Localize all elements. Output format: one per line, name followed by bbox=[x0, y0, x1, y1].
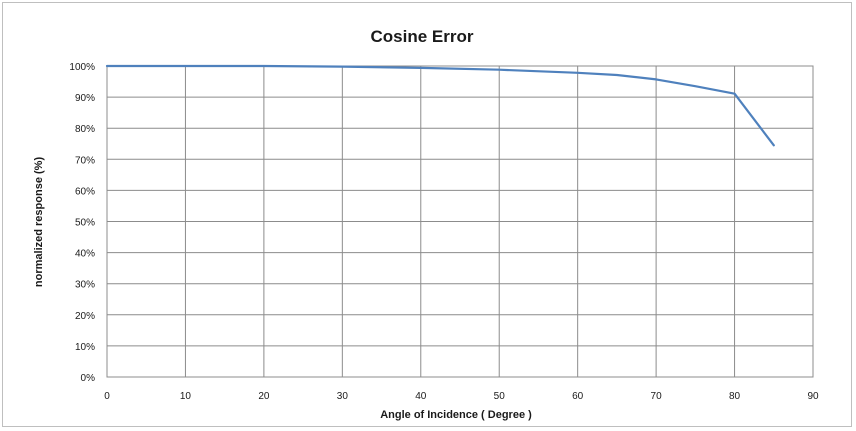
series-line bbox=[105, 64, 775, 147]
y-tick-label: 0% bbox=[81, 373, 96, 384]
y-tick-label: 20% bbox=[75, 311, 95, 322]
x-tick-label: 20 bbox=[258, 391, 270, 402]
x-axis-label: Angle of Incidence ( Degree ) bbox=[380, 409, 532, 421]
x-tick-label: 60 bbox=[572, 391, 584, 402]
x-tick-label: 50 bbox=[494, 391, 506, 402]
y-tick-label: 100% bbox=[69, 62, 95, 73]
y-tick-label: 10% bbox=[75, 342, 95, 353]
y-tick-labels: 0% 10% 20% 30% 40% 50% 60% 70% 80% 90% 100% bbox=[69, 62, 95, 384]
plot-area-border bbox=[106, 65, 814, 378]
y-tick-label: 80% bbox=[75, 124, 95, 135]
y-tick-label: 60% bbox=[75, 186, 95, 197]
series-layer bbox=[105, 64, 775, 147]
x-tick-label: 40 bbox=[415, 391, 427, 402]
y-tick-label: 90% bbox=[75, 93, 95, 104]
x-tick-label: 90 bbox=[807, 391, 819, 402]
y-tick-label: 70% bbox=[75, 155, 95, 166]
x-tick-label: 80 bbox=[729, 391, 741, 402]
x-tick-labels: 0 10 20 30 40 50 60 70 80 90 bbox=[104, 391, 819, 402]
chart-title: Cosine Error bbox=[371, 27, 474, 46]
x-tick-label: 70 bbox=[651, 391, 663, 402]
y-axis-label: normalized response (%) bbox=[33, 157, 45, 288]
x-tick-label: 30 bbox=[337, 391, 349, 402]
x-tick-label: 10 bbox=[180, 391, 192, 402]
y-tick-label: 40% bbox=[75, 249, 95, 260]
x-tick-label: 0 bbox=[104, 391, 110, 402]
chart-frame bbox=[2, 2, 852, 427]
y-tick-label: 50% bbox=[75, 218, 95, 229]
y-tick-label: 30% bbox=[75, 280, 95, 291]
grid-layer bbox=[106, 65, 814, 378]
